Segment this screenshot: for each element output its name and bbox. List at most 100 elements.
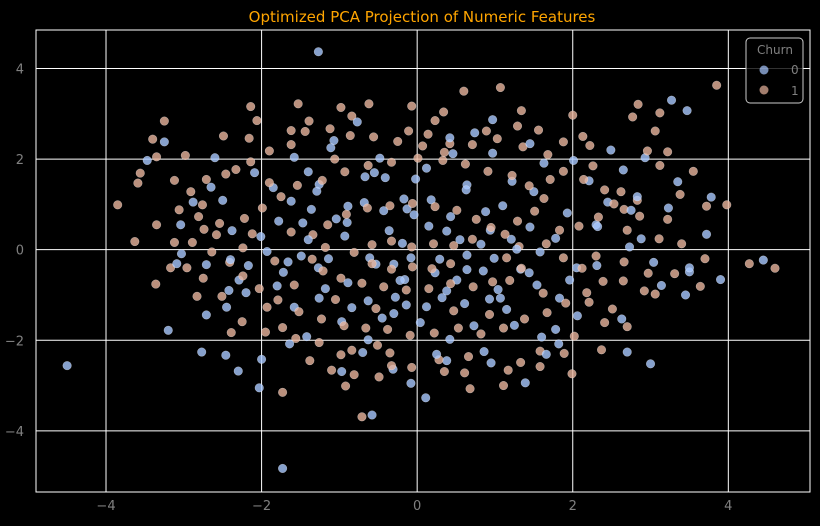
scatter-point-churn-1 <box>513 121 523 131</box>
scatter-point-churn-0 <box>243 261 253 271</box>
scatter-point-churn-1 <box>336 350 346 360</box>
scatter-point-churn-0 <box>379 206 389 216</box>
scatter-point-churn-0 <box>358 347 368 357</box>
scatter-point-churn-1 <box>151 279 161 289</box>
scatter-point-churn-1 <box>357 412 367 422</box>
scatter-point-churn-1 <box>505 275 515 285</box>
scatter-point-churn-0 <box>250 168 260 178</box>
scatter-point-churn-0 <box>62 361 72 371</box>
scatter-point-churn-0 <box>397 238 407 248</box>
scatter-point-churn-0 <box>625 242 635 252</box>
scatter-point-churn-1 <box>467 140 477 150</box>
scatter-point-churn-1 <box>516 106 526 116</box>
scatter-point-churn-1 <box>305 356 315 366</box>
scatter-point-churn-0 <box>632 192 642 202</box>
scatter-point-churn-0 <box>445 133 455 143</box>
legend-title: Churn <box>757 43 793 57</box>
scatter-point-churn-1 <box>492 134 502 144</box>
scatter-point-churn-0 <box>537 332 547 342</box>
scatter-point-churn-0 <box>272 281 282 291</box>
scatter-point-churn-0 <box>415 318 425 328</box>
scatter-point-churn-0 <box>323 254 333 264</box>
scatter-point-churn-1 <box>330 295 340 305</box>
scatter-point-churn-0 <box>384 226 394 236</box>
scatter-point-churn-1 <box>264 146 274 156</box>
scatter-point-churn-0 <box>369 168 379 178</box>
scatter-point-churn-0 <box>227 226 237 236</box>
scatter-point-churn-0 <box>525 222 535 232</box>
scatter-point-churn-0 <box>352 117 362 127</box>
legend-marker-0 <box>759 65 769 75</box>
scatter-point-churn-1 <box>336 273 346 283</box>
scatter-point-churn-0 <box>524 268 534 278</box>
scatter-point-churn-1 <box>598 276 608 286</box>
scatter-point-churn-0 <box>233 366 243 376</box>
scatter-point-churn-1 <box>217 291 227 301</box>
scatter-point-churn-1 <box>516 263 526 273</box>
scatter-point-churn-1 <box>192 291 202 301</box>
scatter-point-churn-1 <box>642 146 652 156</box>
scatter-point-churn-0 <box>462 250 472 260</box>
scatter-point-churn-0 <box>488 115 498 125</box>
scatter-point-churn-1 <box>347 345 357 355</box>
scatter-point-churn-0 <box>283 257 293 267</box>
scatter-point-churn-1 <box>286 140 296 150</box>
scatter-point-churn-0 <box>437 293 447 303</box>
scatter-point-churn-1 <box>495 83 505 93</box>
scatter-point-churn-1 <box>407 101 417 111</box>
scatter-point-churn-0 <box>377 313 387 323</box>
scatter-point-churn-1 <box>211 230 221 240</box>
scatter-point-churn-0 <box>593 222 603 232</box>
scatter-point-churn-1 <box>520 314 530 324</box>
scatter-point-churn-0 <box>278 463 288 473</box>
axis-ticks: −4 −2 0 2 4 −4 −2 0 2 4 <box>5 63 733 515</box>
scatter-point-churn-0 <box>646 359 656 369</box>
scatter-point-churn-0 <box>656 280 666 290</box>
scatter-point-churn-1 <box>655 108 665 118</box>
scatter-point-churn-1 <box>215 218 225 228</box>
scatter-point-churn-1 <box>264 178 274 188</box>
grid-lines <box>36 30 810 492</box>
scatter-point-churn-1 <box>507 170 517 180</box>
scatter-point-churn-0 <box>320 284 330 294</box>
scatter-point-churn-0 <box>296 251 306 261</box>
scatter-point-churn-0 <box>176 220 186 230</box>
scatter-point-churn-0 <box>380 173 390 183</box>
scatter-point-churn-0 <box>569 155 579 165</box>
scatter-point-churn-1 <box>293 99 303 109</box>
scatter-point-churn-1 <box>320 242 330 252</box>
scatter-point-churn-0 <box>606 145 616 155</box>
scatter-point-churn-0 <box>488 148 498 158</box>
scatter-point-churn-1 <box>628 112 638 122</box>
scatter-point-churn-1 <box>367 240 377 250</box>
scatter-point-churn-0 <box>221 350 231 360</box>
scatter-point-churn-1 <box>568 110 578 120</box>
scatter-point-churn-1 <box>688 166 698 176</box>
scatter-point-churn-0 <box>363 335 373 345</box>
scatter-point-churn-1 <box>135 168 145 178</box>
scatter-point-churn-1 <box>345 131 355 141</box>
scatter-point-churn-1 <box>207 247 217 257</box>
scatter-point-churn-1 <box>483 166 493 176</box>
scatter-point-churn-1 <box>663 214 673 224</box>
scatter-point-churn-1 <box>383 324 393 334</box>
scatter-point-churn-1 <box>369 132 379 142</box>
scatter-point-churn-1 <box>246 102 256 112</box>
scatter-point-churn-0 <box>702 229 712 239</box>
scatter-point-churn-0 <box>303 167 313 177</box>
scatter-point-churn-0 <box>225 255 235 265</box>
scatter-point-churn-1 <box>481 126 491 136</box>
scatter-point-churn-1 <box>113 200 123 210</box>
scatter-point-churn-1 <box>199 224 209 234</box>
scatter-point-churn-1 <box>465 384 475 394</box>
scatter-point-churn-1 <box>500 229 510 239</box>
scatter-point-churn-1 <box>244 133 254 143</box>
scatter-point-churn-0 <box>201 260 211 270</box>
scatter-point-churn-0 <box>525 139 535 149</box>
scatter-point-churn-0 <box>460 299 470 309</box>
plot-frame <box>35 29 811 493</box>
scatter-point-churn-1 <box>744 259 754 269</box>
scatter-point-churn-1 <box>174 205 184 215</box>
scatter-point-churn-1 <box>424 284 434 294</box>
